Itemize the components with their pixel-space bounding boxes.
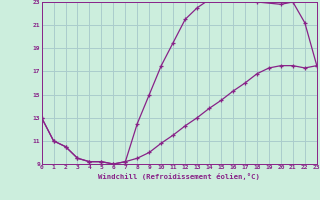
X-axis label: Windchill (Refroidissement éolien,°C): Windchill (Refroidissement éolien,°C) (98, 173, 260, 180)
